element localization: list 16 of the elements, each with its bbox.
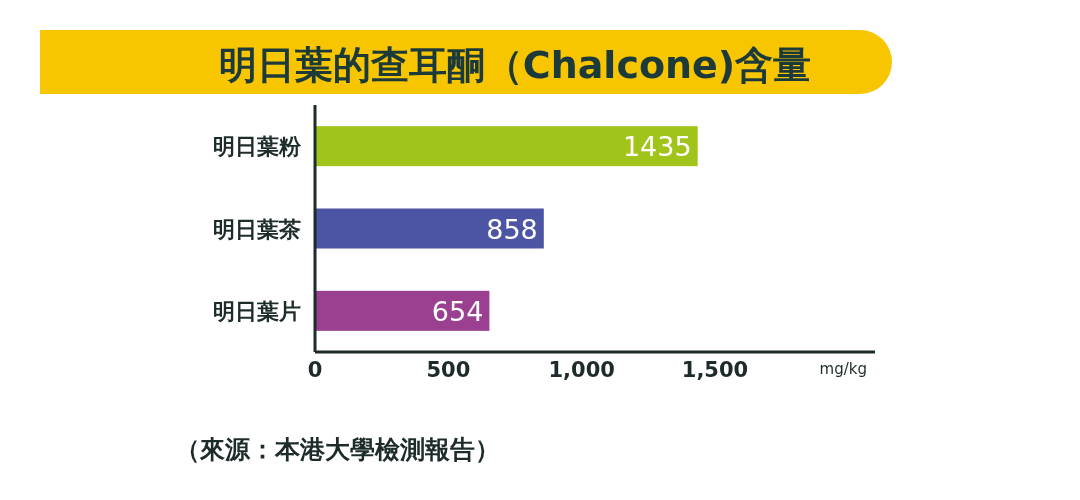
chart-title: 明日葉的查耳酮（Chalcone)含量 <box>218 43 812 87</box>
bar <box>315 290 490 331</box>
x-tick-label: 500 <box>426 358 471 382</box>
y-tick-label: 明日葉茶 <box>213 216 301 242</box>
x-tick-label: 1,500 <box>681 358 749 382</box>
x-tick-label: 0 <box>307 358 323 382</box>
text: （來源：本港大學檢測報告） <box>175 435 500 464</box>
y-tick-label: 明日葉粉 <box>213 134 302 160</box>
y-tick-label: 明日葉片 <box>213 298 301 324</box>
data-label: 858 <box>486 213 538 245</box>
x-tick-label: 1,000 <box>548 358 615 382</box>
bar <box>315 126 698 167</box>
data-label: 654 <box>431 295 484 327</box>
bar <box>315 208 544 249</box>
x-axis-title: mg/kg <box>819 360 867 378</box>
data-label: 1435 <box>622 131 692 163</box>
